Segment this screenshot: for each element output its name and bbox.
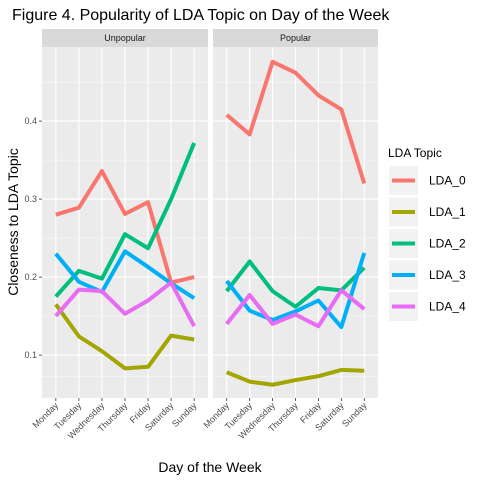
facet-strip-label-unpopular: Unpopular bbox=[104, 33, 146, 43]
chart-title: Figure 4. Popularity of LDA Topic on Day… bbox=[12, 7, 390, 24]
facet-unpopular: UnpopularMondayTuesdayWednesdayThursdayF… bbox=[31, 29, 208, 441]
x-tick-label-sunday-popular: Sunday bbox=[340, 400, 369, 429]
legend: LDA Topic LDA_0 LDA_1 LDA_2 LDA_3 LDA_4 bbox=[388, 146, 466, 321]
legend-label-lda-3: LDA_3 bbox=[429, 268, 466, 282]
y-axis-title: Closeness to LDA Topic bbox=[5, 148, 21, 296]
series-line-lda-1-popular bbox=[225, 367, 365, 387]
legend-label-lda-4: LDA_4 bbox=[429, 300, 466, 314]
legend-label-lda-0: LDA_0 bbox=[429, 174, 466, 188]
series-line-lda-4-popular bbox=[225, 288, 366, 329]
legend-label-lda-1: LDA_1 bbox=[429, 205, 466, 219]
facet-strip-label-popular: Popular bbox=[280, 33, 311, 43]
series-line-lda-4-unpopular bbox=[54, 280, 196, 328]
series-line-lda-1-unpopular bbox=[54, 303, 195, 371]
facet-popular: PopularMondayTuesdayWednesdayThursdayFri… bbox=[201, 29, 378, 441]
series-line-lda-0-popular bbox=[225, 59, 367, 185]
x-axis-title: Day of the Week bbox=[158, 459, 262, 475]
legend-label-lda-2: LDA_2 bbox=[429, 237, 466, 251]
legend-title: LDA Topic bbox=[388, 146, 442, 160]
y-tick-label: 0.4 bbox=[24, 116, 37, 126]
y-tick-label: 0.2 bbox=[24, 272, 37, 282]
series-line-lda-3-popular bbox=[225, 252, 367, 330]
facet-strip-unpopular bbox=[42, 29, 208, 47]
x-tick-label-sunday-unpopular: Sunday bbox=[170, 400, 199, 429]
y-tick-label: 0.1 bbox=[24, 350, 37, 360]
facet-strip-popular bbox=[213, 29, 378, 47]
series-line-lda-2-unpopular bbox=[54, 142, 197, 298]
y-tick-label: 0.3 bbox=[24, 194, 37, 204]
